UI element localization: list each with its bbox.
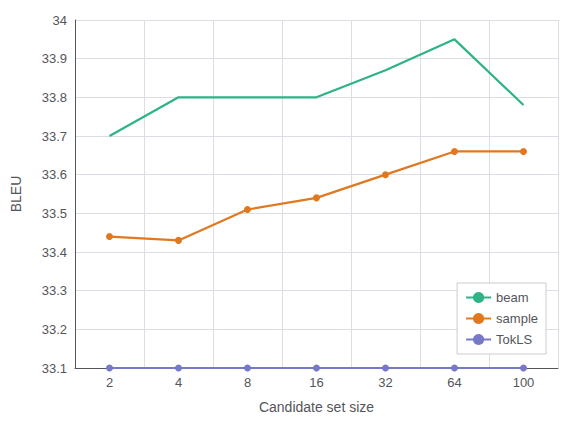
svg-text:sample: sample xyxy=(496,311,538,326)
svg-text:33.8: 33.8 xyxy=(42,90,67,105)
svg-text:TokLS: TokLS xyxy=(496,332,532,347)
svg-text:33.3: 33.3 xyxy=(42,283,67,298)
svg-text:33.7: 33.7 xyxy=(42,129,67,144)
svg-text:Candidate set size: Candidate set size xyxy=(259,399,374,415)
svg-text:33.9: 33.9 xyxy=(42,51,67,66)
svg-text:beam: beam xyxy=(496,290,529,305)
svg-text:64: 64 xyxy=(447,375,461,390)
svg-text:34: 34 xyxy=(53,13,67,28)
svg-text:33.4: 33.4 xyxy=(42,245,67,260)
svg-text:33.5: 33.5 xyxy=(42,206,67,221)
svg-text:100: 100 xyxy=(513,375,535,390)
svg-text:33.6: 33.6 xyxy=(42,167,67,182)
svg-text:33.2: 33.2 xyxy=(42,322,67,337)
svg-text:32: 32 xyxy=(378,375,392,390)
svg-text:4: 4 xyxy=(175,375,182,390)
svg-text:BLEU: BLEU xyxy=(8,176,24,213)
svg-text:16: 16 xyxy=(309,375,323,390)
svg-text:8: 8 xyxy=(244,375,251,390)
svg-text:2: 2 xyxy=(106,375,113,390)
svg-text:33.1: 33.1 xyxy=(42,361,67,376)
